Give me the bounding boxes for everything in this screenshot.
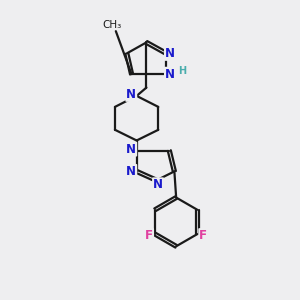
Text: F: F bbox=[145, 229, 153, 242]
Text: N: N bbox=[126, 142, 136, 156]
Text: N: N bbox=[153, 178, 163, 191]
Text: H: H bbox=[178, 66, 186, 76]
Text: F: F bbox=[199, 229, 207, 242]
Text: N: N bbox=[126, 88, 136, 101]
Text: N: N bbox=[165, 47, 175, 60]
Text: N: N bbox=[126, 165, 136, 178]
Text: N: N bbox=[165, 68, 175, 81]
Text: CH₃: CH₃ bbox=[103, 20, 122, 30]
